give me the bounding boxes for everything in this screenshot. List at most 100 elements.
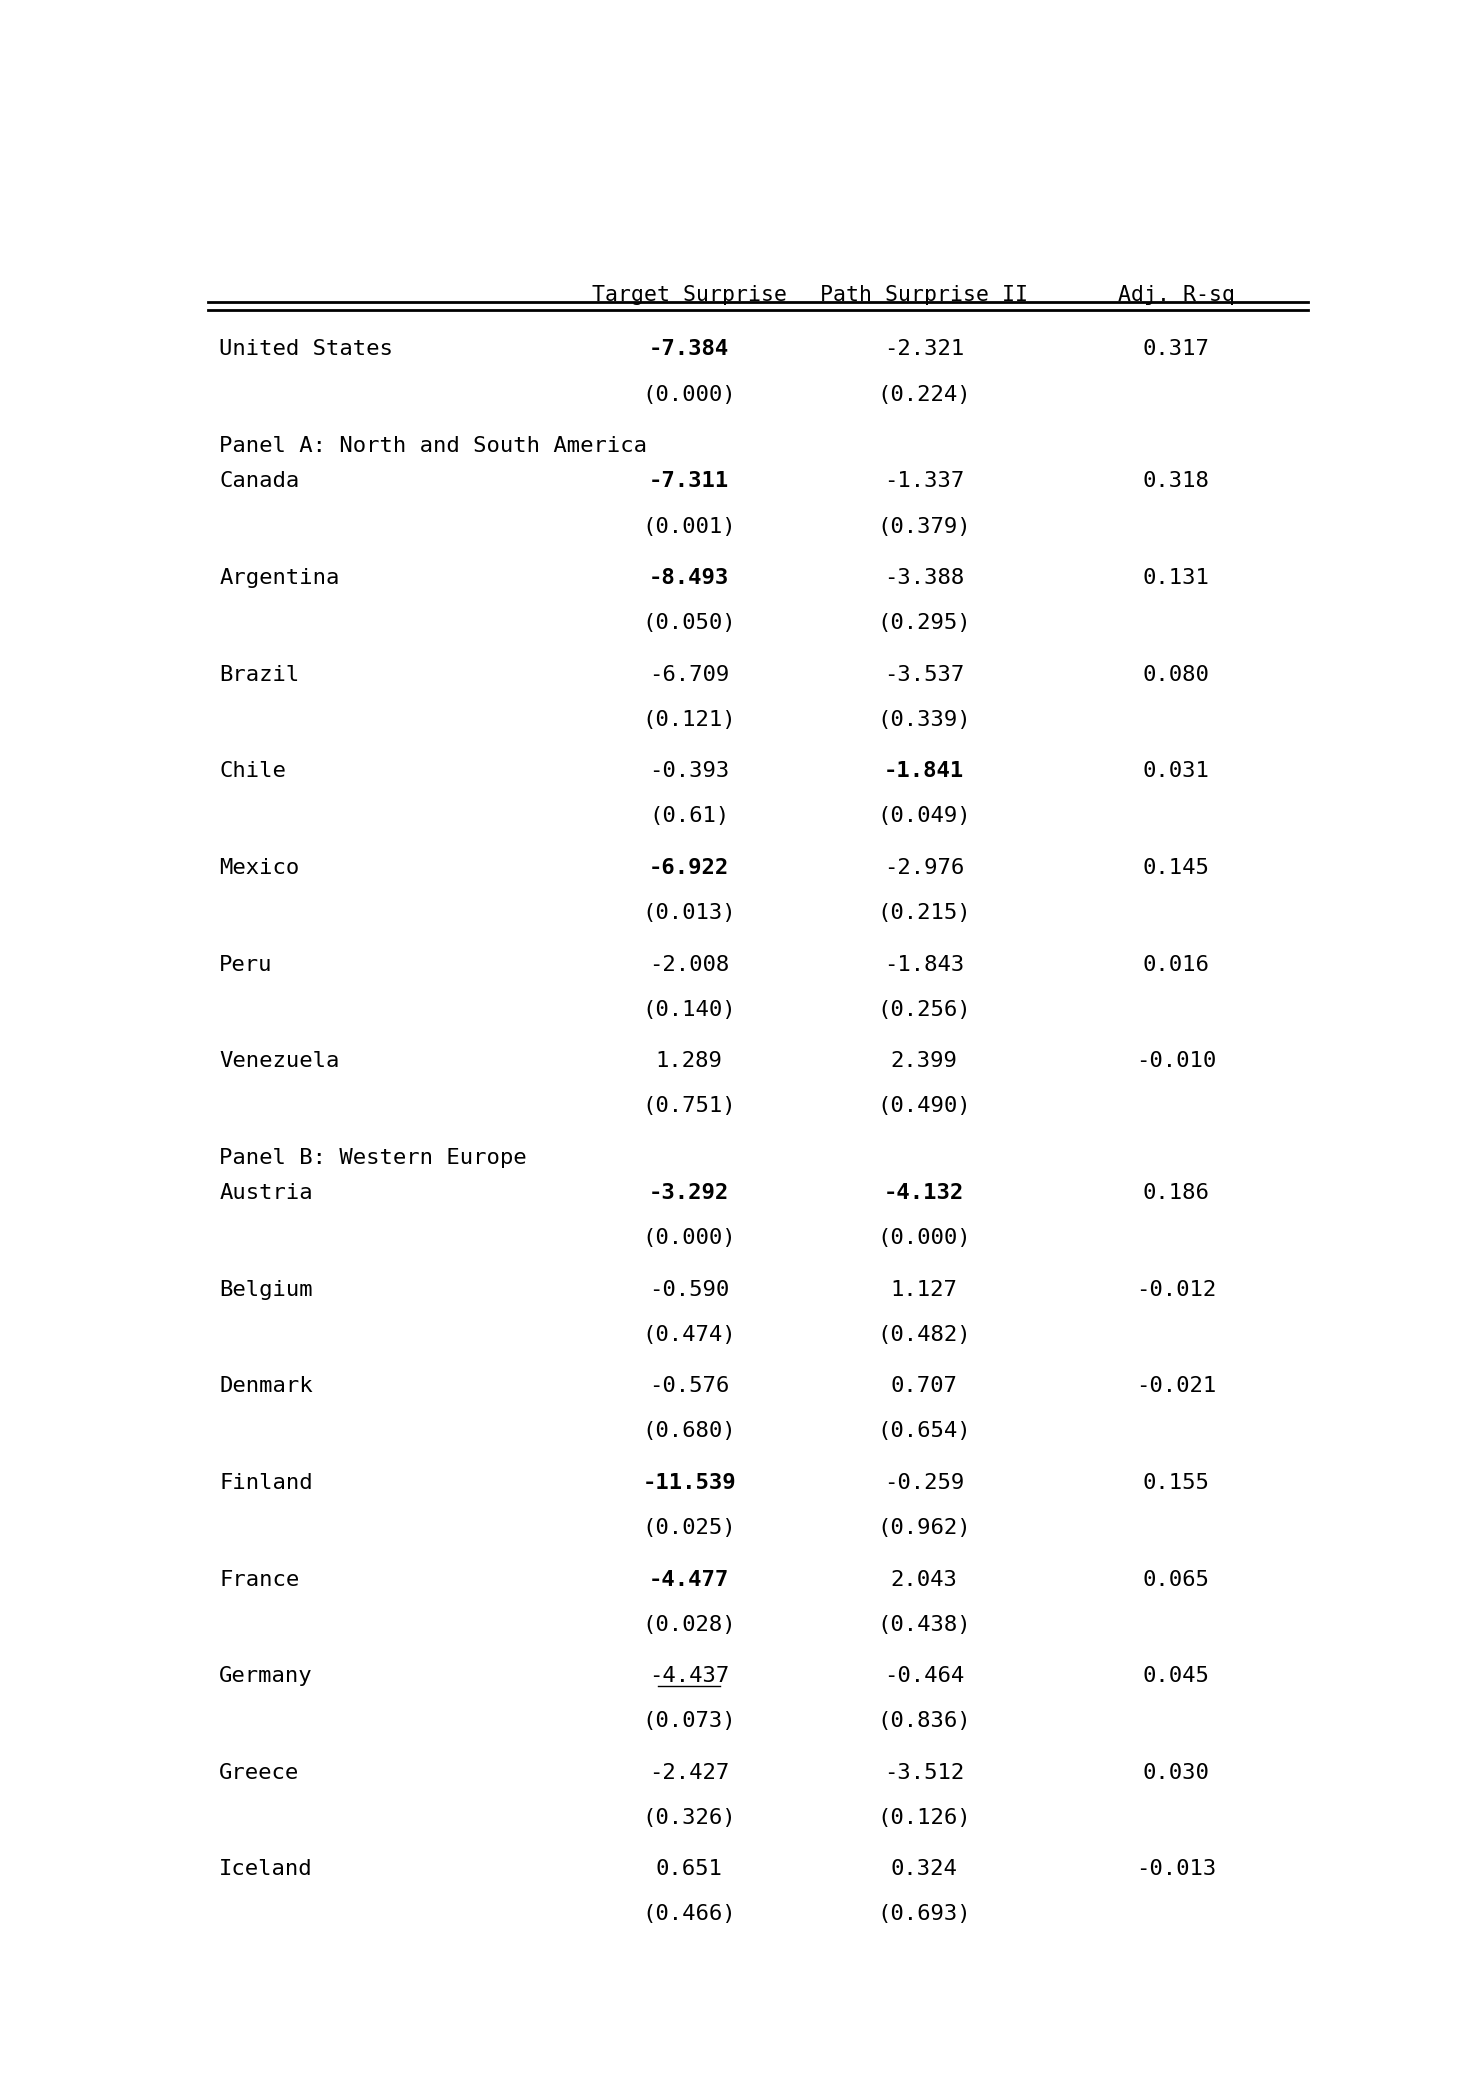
Text: Path Surprise II: Path Surprise II bbox=[821, 284, 1028, 305]
Text: (0.295): (0.295) bbox=[877, 613, 972, 634]
Text: -6.709: -6.709 bbox=[649, 665, 729, 684]
Text: Greece: Greece bbox=[219, 1763, 300, 1784]
Text: (0.256): (0.256) bbox=[877, 999, 972, 1020]
Text: Germany: Germany bbox=[219, 1667, 314, 1685]
Text: 0.707: 0.707 bbox=[890, 1376, 957, 1397]
Text: 0.045: 0.045 bbox=[1143, 1667, 1210, 1685]
Text: -1.843: -1.843 bbox=[884, 953, 964, 974]
Text: Target Surprise: Target Surprise bbox=[592, 284, 787, 305]
Text: (0.140): (0.140) bbox=[642, 999, 737, 1020]
Text: (0.013): (0.013) bbox=[642, 903, 737, 922]
Text: (0.836): (0.836) bbox=[877, 1710, 972, 1731]
Text: -4.132: -4.132 bbox=[884, 1184, 964, 1202]
Text: (0.073): (0.073) bbox=[642, 1710, 737, 1731]
Text: (0.000): (0.000) bbox=[877, 1227, 972, 1248]
Text: -0.590: -0.590 bbox=[649, 1280, 729, 1301]
Text: Austria: Austria bbox=[219, 1184, 314, 1202]
Text: (0.126): (0.126) bbox=[877, 1809, 972, 1828]
Text: (0.379): (0.379) bbox=[877, 516, 972, 537]
Text: (0.001): (0.001) bbox=[642, 516, 737, 537]
Text: Canada: Canada bbox=[219, 470, 300, 491]
Text: Panel A: North and South America: Panel A: North and South America bbox=[219, 437, 648, 456]
Text: (0.482): (0.482) bbox=[877, 1326, 972, 1345]
Text: Belgium: Belgium bbox=[219, 1280, 314, 1301]
Text: -2.976: -2.976 bbox=[884, 857, 964, 878]
Text: 1.127: 1.127 bbox=[890, 1280, 957, 1301]
Text: 0.131: 0.131 bbox=[1143, 569, 1210, 588]
Text: (0.050): (0.050) bbox=[642, 613, 737, 634]
Text: (0.121): (0.121) bbox=[642, 709, 737, 730]
Text: -7.311: -7.311 bbox=[649, 470, 729, 491]
Text: (0.215): (0.215) bbox=[877, 903, 972, 922]
Text: Finland: Finland bbox=[219, 1472, 314, 1493]
Text: (0.693): (0.693) bbox=[877, 1905, 972, 1924]
Text: -2.321: -2.321 bbox=[884, 339, 964, 360]
Text: (0.490): (0.490) bbox=[877, 1096, 972, 1117]
Text: 0.065: 0.065 bbox=[1143, 1570, 1210, 1589]
Text: (0.438): (0.438) bbox=[877, 1614, 972, 1635]
Text: 2.399: 2.399 bbox=[890, 1052, 957, 1071]
Text: Venezuela: Venezuela bbox=[219, 1052, 340, 1071]
Text: France: France bbox=[219, 1570, 300, 1589]
Text: (0.049): (0.049) bbox=[877, 807, 972, 826]
Text: (0.474): (0.474) bbox=[642, 1326, 737, 1345]
Text: 0.318: 0.318 bbox=[1143, 470, 1210, 491]
Text: -1.337: -1.337 bbox=[884, 470, 964, 491]
Text: 0.031: 0.031 bbox=[1143, 761, 1210, 782]
Text: Mexico: Mexico bbox=[219, 857, 300, 878]
Text: 0.651: 0.651 bbox=[655, 1859, 723, 1880]
Text: (0.028): (0.028) bbox=[642, 1614, 737, 1635]
Text: -0.576: -0.576 bbox=[649, 1376, 729, 1397]
Text: 0.145: 0.145 bbox=[1143, 857, 1210, 878]
Text: (0.025): (0.025) bbox=[642, 1518, 737, 1539]
Text: Adj. R-sq: Adj. R-sq bbox=[1118, 284, 1235, 305]
Text: -0.010: -0.010 bbox=[1136, 1052, 1217, 1071]
Text: -0.393: -0.393 bbox=[649, 761, 729, 782]
Text: -0.464: -0.464 bbox=[884, 1667, 964, 1685]
Text: -0.012: -0.012 bbox=[1136, 1280, 1217, 1301]
Text: (0.000): (0.000) bbox=[642, 1227, 737, 1248]
Text: 2.043: 2.043 bbox=[890, 1570, 957, 1589]
Text: -2.427: -2.427 bbox=[649, 1763, 729, 1784]
Text: -0.021: -0.021 bbox=[1136, 1376, 1217, 1397]
Text: -1.841: -1.841 bbox=[884, 761, 964, 782]
Text: (0.339): (0.339) bbox=[877, 709, 972, 730]
Text: (0.224): (0.224) bbox=[877, 385, 972, 404]
Text: 0.030: 0.030 bbox=[1143, 1763, 1210, 1784]
Text: Denmark: Denmark bbox=[219, 1376, 314, 1397]
Text: Peru: Peru bbox=[219, 953, 272, 974]
Text: (0.466): (0.466) bbox=[642, 1905, 737, 1924]
Text: 0.016: 0.016 bbox=[1143, 953, 1210, 974]
Text: -0.259: -0.259 bbox=[884, 1472, 964, 1493]
Text: -11.539: -11.539 bbox=[642, 1472, 737, 1493]
Text: -7.384: -7.384 bbox=[649, 339, 729, 360]
Text: (0.61): (0.61) bbox=[649, 807, 729, 826]
Text: -4.477: -4.477 bbox=[649, 1570, 729, 1589]
Text: (0.962): (0.962) bbox=[877, 1518, 972, 1539]
Text: 0.324: 0.324 bbox=[890, 1859, 957, 1880]
Text: -8.493: -8.493 bbox=[649, 569, 729, 588]
Text: (0.000): (0.000) bbox=[642, 385, 737, 404]
Text: -4.437: -4.437 bbox=[649, 1667, 729, 1685]
Text: 0.317: 0.317 bbox=[1143, 339, 1210, 360]
Text: -3.388: -3.388 bbox=[884, 569, 964, 588]
Text: Brazil: Brazil bbox=[219, 665, 300, 684]
Text: (0.751): (0.751) bbox=[642, 1096, 737, 1117]
Text: United States: United States bbox=[219, 339, 393, 360]
Text: (0.654): (0.654) bbox=[877, 1422, 972, 1441]
Text: -3.292: -3.292 bbox=[649, 1184, 729, 1202]
Text: Panel B: Western Europe: Panel B: Western Europe bbox=[219, 1148, 527, 1167]
Text: (0.326): (0.326) bbox=[642, 1809, 737, 1828]
Text: 0.155: 0.155 bbox=[1143, 1472, 1210, 1493]
Text: 0.080: 0.080 bbox=[1143, 665, 1210, 684]
Text: -6.922: -6.922 bbox=[649, 857, 729, 878]
Text: -0.013: -0.013 bbox=[1136, 1859, 1217, 1880]
Text: Chile: Chile bbox=[219, 761, 285, 782]
Text: 0.186: 0.186 bbox=[1143, 1184, 1210, 1202]
Text: 1.289: 1.289 bbox=[655, 1052, 723, 1071]
Text: -2.008: -2.008 bbox=[649, 953, 729, 974]
Text: -3.537: -3.537 bbox=[884, 665, 964, 684]
Text: Iceland: Iceland bbox=[219, 1859, 314, 1880]
Text: -3.512: -3.512 bbox=[884, 1763, 964, 1784]
Text: Argentina: Argentina bbox=[219, 569, 340, 588]
